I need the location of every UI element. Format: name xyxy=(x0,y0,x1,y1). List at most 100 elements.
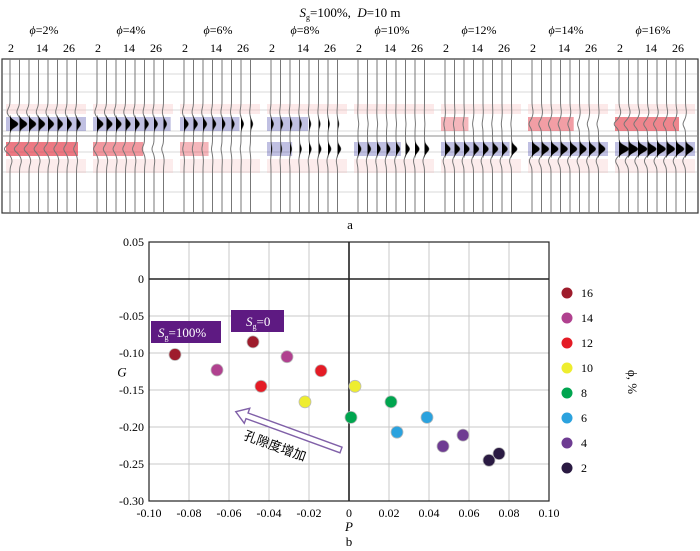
side-lobe xyxy=(528,159,608,173)
phi-value: =4% xyxy=(123,23,146,37)
seismic-trace xyxy=(307,59,312,213)
side-lobe xyxy=(441,104,521,114)
seismic-trace xyxy=(643,59,657,213)
seismic-trace xyxy=(452,59,461,213)
seismic-trace xyxy=(298,59,302,213)
seismic-peak-fill xyxy=(560,140,568,158)
y-tick-label: -0.15 xyxy=(119,383,144,397)
phi-value: =10% xyxy=(381,23,410,37)
seismic-trace xyxy=(63,59,73,213)
data-point-phi-12 xyxy=(254,379,268,393)
seismic-trace xyxy=(461,59,470,213)
title-rest: =100%, xyxy=(310,5,357,20)
seismic-trace xyxy=(403,59,411,213)
panel-a-caption: a xyxy=(347,217,353,232)
trace-number-label: 2 xyxy=(8,41,14,55)
seismic-peak-fill xyxy=(541,140,549,158)
x-axis-label: P xyxy=(344,519,353,534)
x-tick-label: 0.08 xyxy=(499,506,520,520)
seismic-peak-fill xyxy=(125,115,131,133)
seismic-peak-fill xyxy=(377,140,381,158)
seismic-peak-fill xyxy=(386,140,391,158)
trace-number-label: 26 xyxy=(150,41,162,55)
trace-number-label: 26 xyxy=(672,41,684,55)
sg100-rest: =100% xyxy=(169,325,207,340)
seismic-trace xyxy=(3,59,19,213)
trace-number-label: 26 xyxy=(237,41,249,55)
amplitude-band xyxy=(267,117,309,131)
seismic-trace xyxy=(509,59,518,213)
seismic-peak-fill xyxy=(184,115,189,133)
amplitude-band xyxy=(6,117,86,131)
legend-marker xyxy=(561,362,573,374)
seismic-peak-fill xyxy=(19,115,27,133)
seismic-peak-fill xyxy=(163,115,167,133)
seismic-panel-a: Sg=100%, D=10 m ϕ=2%2 14 26ϕ=4%2 14 26ϕ=6%2 1… xyxy=(1,5,699,232)
y-tick-label: -0.10 xyxy=(119,346,144,360)
seismic-peak-fill xyxy=(570,140,577,158)
amplitude-band xyxy=(441,117,469,131)
trace-number-label: 26 xyxy=(585,41,597,55)
amplitude-band xyxy=(93,117,171,131)
seismic-trace xyxy=(33,59,46,213)
seismic-trace xyxy=(595,59,606,213)
y-axis-label: G xyxy=(117,365,127,380)
legend-marker xyxy=(561,462,573,474)
seismic-peak-fill xyxy=(464,140,470,158)
seismic-peak-fill xyxy=(193,115,198,133)
seismic-peak-fill xyxy=(280,140,282,158)
amplitude-band xyxy=(6,142,78,156)
title-sub: g xyxy=(306,13,310,22)
phi-label: ϕ=16% xyxy=(636,23,671,37)
seismic-peak-fill xyxy=(328,140,331,158)
seismic-peak-fill xyxy=(318,140,322,158)
phi-label: ϕ=10% xyxy=(375,23,410,37)
seismic-trace xyxy=(151,59,159,213)
seismic-peak-fill xyxy=(250,115,253,133)
phi-symbol: ϕ xyxy=(204,23,210,37)
seismic-trace xyxy=(53,59,64,213)
phi-value: =16% xyxy=(642,23,671,37)
panel-a-title: Sg=100%, D=10 m xyxy=(299,5,400,22)
data-point-phi-6 xyxy=(390,425,404,439)
sg0-rest: =0 xyxy=(257,314,271,329)
seismic-trace xyxy=(682,59,694,213)
data-point-phi-2 xyxy=(482,453,496,467)
seismic-peak-fill xyxy=(551,140,559,158)
seismic-trace xyxy=(279,59,284,213)
x-tick-label: -0.08 xyxy=(177,506,202,520)
seismic-peak-fill xyxy=(318,115,321,133)
phi-symbol: ϕ xyxy=(549,23,555,37)
seismic-peak-fill xyxy=(502,140,508,158)
legend-label: 6 xyxy=(581,411,587,425)
seismic-trace xyxy=(269,59,275,213)
side-lobe xyxy=(180,159,260,173)
seismic-trace xyxy=(567,59,578,213)
seismic-peak-fill xyxy=(271,140,272,158)
seismic-trace xyxy=(499,59,508,213)
amplitude-band xyxy=(180,142,209,156)
seismic-peak-fill xyxy=(511,140,517,158)
trace-number-label: 2 xyxy=(443,41,449,55)
seismic-trace xyxy=(653,59,667,213)
title-s: S xyxy=(299,5,306,20)
seismic-trace xyxy=(239,59,245,213)
seismic-peak-fill xyxy=(367,140,371,158)
seismic-peak-fill xyxy=(222,115,226,133)
seismic-peak-fill xyxy=(76,115,81,133)
trace-number-label: 14 xyxy=(210,41,222,55)
seismic-trace xyxy=(480,59,489,213)
side-lobe xyxy=(267,104,347,114)
data-point-phi-4 xyxy=(436,439,450,453)
data-point-phi-16 xyxy=(246,335,260,349)
seismic-trace xyxy=(220,59,226,213)
seismic-peak-fill xyxy=(241,115,244,133)
seismic-peak-fill xyxy=(358,140,362,158)
seismic-peak-fill xyxy=(38,115,45,133)
side-lobe xyxy=(93,104,173,114)
seismic-trace xyxy=(586,59,597,213)
x-tick-label: 0.04 xyxy=(419,506,440,520)
seismic-peak-fill xyxy=(337,140,341,158)
seismic-peak-fill xyxy=(212,115,216,133)
